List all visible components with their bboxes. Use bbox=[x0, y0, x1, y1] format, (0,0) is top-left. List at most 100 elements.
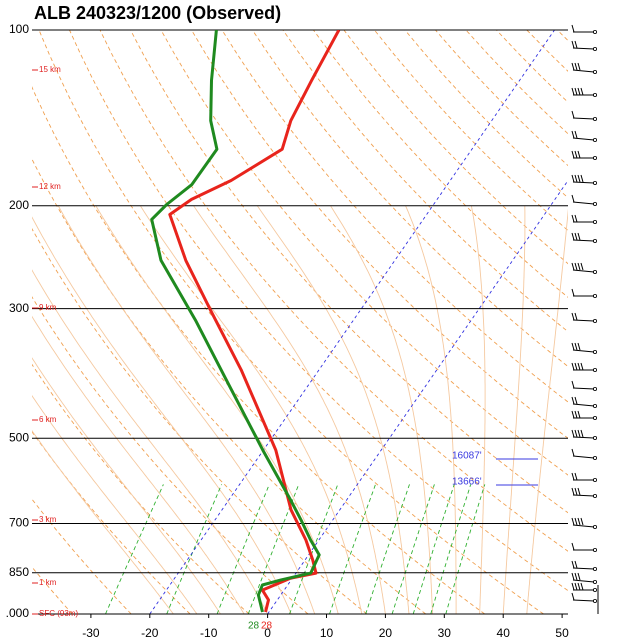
wind-barb-flag bbox=[574, 62, 578, 71]
wind-barb-flag bbox=[571, 448, 575, 457]
y-tick-label: 300 bbox=[9, 301, 29, 315]
wind-barb-flag bbox=[571, 130, 575, 139]
wind-barb-station bbox=[593, 580, 598, 585]
wind-barb-flag bbox=[571, 262, 575, 271]
mixing-ratio-line bbox=[105, 484, 164, 614]
wind-barb-station bbox=[593, 349, 598, 354]
x-tick-label: 10 bbox=[320, 626, 334, 640]
wind-barb-stem bbox=[572, 349, 595, 353]
wind-barb-flag bbox=[580, 174, 584, 183]
wind-barb-stem bbox=[572, 436, 595, 439]
x-tick-label: 0 bbox=[264, 626, 271, 640]
wind-barb-stem bbox=[572, 403, 595, 407]
wind-barb-flag bbox=[571, 232, 575, 241]
wind-barb-flag bbox=[571, 214, 575, 223]
isotherm bbox=[149, 30, 555, 614]
wind-barb-flag bbox=[574, 410, 578, 419]
wind-barb-flag bbox=[571, 487, 575, 496]
moist-adiabat bbox=[32, 357, 221, 614]
y-tick-label: 100 bbox=[9, 22, 29, 36]
wind-barb-stem bbox=[572, 455, 595, 459]
wind-barb-flag bbox=[571, 582, 575, 591]
wind-barb-stem bbox=[572, 181, 595, 184]
y-tick-label: 500 bbox=[9, 430, 29, 444]
height-label: 1 km bbox=[39, 578, 57, 587]
wind-barb-flag bbox=[577, 517, 581, 526]
isotherm bbox=[267, 179, 568, 614]
moist-adiabat bbox=[330, 205, 433, 614]
wind-barb-flag bbox=[574, 572, 578, 581]
wind-barb-flag bbox=[574, 130, 578, 139]
wind-barb-flag bbox=[580, 582, 584, 591]
wind-barb-flag bbox=[574, 429, 578, 438]
wind-barb-flag bbox=[574, 396, 578, 405]
wind-barb-stem bbox=[572, 69, 595, 73]
plot-area bbox=[150, 30, 341, 613]
wind-barb-station bbox=[593, 29, 598, 34]
wind-barb-flag bbox=[580, 362, 584, 371]
wind-barb-station bbox=[593, 455, 598, 460]
height-label: 3 km bbox=[39, 515, 57, 524]
dry-adiabat bbox=[313, 30, 568, 298]
wind-barb-station bbox=[593, 318, 598, 323]
wind-barb-stem bbox=[572, 137, 595, 141]
wind-barb-stem bbox=[572, 319, 595, 322]
wind-barb-station bbox=[593, 269, 598, 274]
wind-barb-stem bbox=[572, 387, 595, 390]
mixing-ratio-line bbox=[445, 484, 486, 614]
moist-adiabat bbox=[140, 205, 363, 614]
mixing-ratio-line bbox=[412, 484, 455, 614]
wind-barb-stem bbox=[572, 567, 595, 570]
height-label: 6 km bbox=[39, 415, 57, 424]
wind-barb-flag bbox=[571, 288, 575, 297]
wind-barb-flag bbox=[577, 62, 581, 71]
wind-barb-station bbox=[593, 435, 598, 440]
wind-barb-flag bbox=[577, 582, 581, 591]
wind-barb-flag bbox=[571, 572, 575, 581]
wind-barb-flag bbox=[574, 214, 578, 223]
wind-barb-flag bbox=[580, 262, 584, 271]
labels: 100 200 300 500 700 850 .000 -30 -20 -10 0 10 20 30 40… bbox=[6, 22, 569, 640]
dry-adiabat bbox=[191, 30, 568, 439]
wind-barbs bbox=[571, 24, 599, 614]
wind-barb-stem bbox=[572, 494, 595, 497]
wind-barb-flag bbox=[577, 150, 581, 159]
wind-barb-flag bbox=[574, 342, 578, 351]
wind-barb-stem bbox=[572, 47, 595, 50]
moist-adiabat bbox=[256, 205, 410, 614]
wind-barb-station bbox=[593, 180, 598, 185]
y-tick-label: 700 bbox=[9, 516, 29, 530]
wind-barb-station bbox=[593, 93, 598, 98]
dry-adiabat bbox=[130, 30, 568, 514]
wind-barb-flag bbox=[571, 592, 575, 601]
wind-barb-flag bbox=[574, 262, 578, 271]
mixing-ratio-line bbox=[365, 484, 410, 614]
surface-label: 28 bbox=[248, 621, 260, 632]
height-label: SFC (93m) bbox=[39, 609, 78, 618]
wind-barb-flag bbox=[580, 517, 584, 526]
wind-barb-flag bbox=[571, 312, 575, 321]
wind-barb-station bbox=[593, 293, 598, 298]
dry-adiabat bbox=[221, 30, 568, 403]
wind-barb-flag bbox=[574, 487, 578, 496]
wind-barb-flag bbox=[571, 110, 575, 119]
wind-barb-station bbox=[593, 567, 598, 572]
wind-barb-flag bbox=[574, 150, 578, 159]
wind-barb-station bbox=[593, 137, 598, 142]
wind-barb-station bbox=[593, 155, 598, 160]
wind-barb-flag bbox=[571, 429, 575, 438]
wind-barb-flag bbox=[574, 232, 578, 241]
wind-barb-station bbox=[593, 238, 598, 243]
wind-barb-station bbox=[593, 70, 598, 75]
wind-barb-flag bbox=[577, 362, 581, 371]
grid bbox=[32, 29, 568, 618]
wind-barb-flag bbox=[574, 560, 578, 569]
wind-barb-flag bbox=[571, 560, 575, 569]
height-label: 12 km bbox=[39, 182, 61, 191]
wind-barb-flag bbox=[571, 362, 575, 371]
y-tick-label: 200 bbox=[9, 198, 29, 212]
wind-barb-station bbox=[593, 386, 598, 391]
wind-barb-flag bbox=[574, 472, 578, 481]
